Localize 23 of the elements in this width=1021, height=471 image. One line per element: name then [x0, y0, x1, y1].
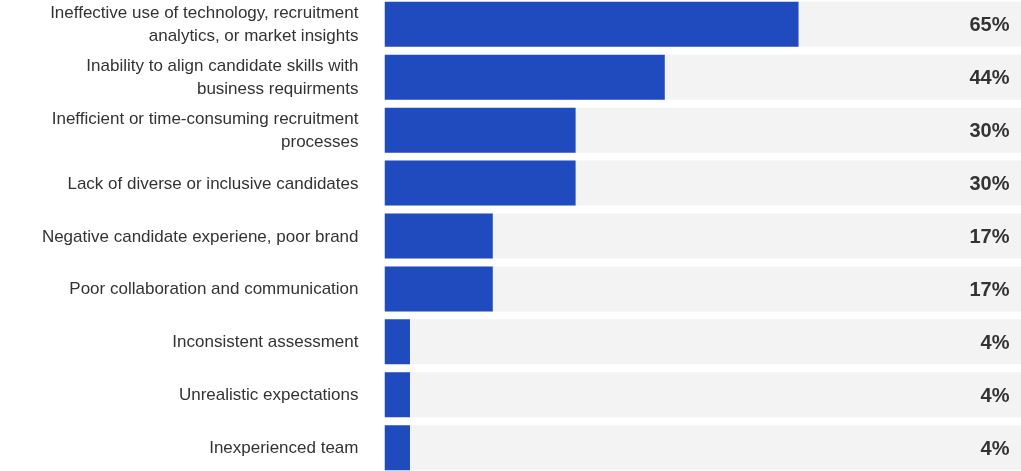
- bar: [384, 319, 410, 365]
- data-label: 17%: [969, 225, 1010, 247]
- y-tick-label: Unrealistic expectations: [178, 385, 359, 405]
- bar: [384, 425, 410, 471]
- y-tick-label: Lack of diverse or inclusive candidates: [67, 173, 359, 193]
- y-tick-label: Poor collaboration and communication: [69, 279, 359, 299]
- bar: [384, 372, 410, 418]
- bar: [384, 266, 493, 312]
- y-tick-label: Inconsistent assessment: [172, 332, 359, 352]
- y-tick-label: Inability to align candidate skills with business requirments: [86, 56, 359, 99]
- y-tick-label: Ineffective use of technology, recruitment analytics, or market insights: [50, 3, 359, 46]
- data-label: 44%: [969, 66, 1010, 89]
- data-label: 17%: [969, 277, 1010, 300]
- data-label: 65%: [969, 13, 1010, 36]
- data-label: 4%: [980, 436, 1010, 459]
- data-label: 30%: [969, 119, 1010, 142]
- y-tick-label: Inefficient or time-consuming recruitment processes: [51, 109, 359, 152]
- bar: [384, 213, 493, 259]
- y-tick-label: Negative candidate experiene, poor brand: [41, 226, 359, 246]
- data-label: 30%: [969, 172, 1010, 195]
- y-tick-label: Inexperienced team: [209, 438, 359, 458]
- data-label: 4%: [980, 383, 1010, 406]
- data-label: 4%: [980, 330, 1010, 353]
